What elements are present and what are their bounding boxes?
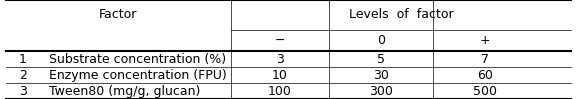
Text: Tween80 (mg/g, glucan): Tween80 (mg/g, glucan)	[49, 85, 200, 98]
Text: Factor: Factor	[99, 8, 137, 21]
Text: 60: 60	[477, 69, 493, 82]
Text: 5: 5	[377, 53, 385, 66]
Text: Levels  of  factor: Levels of factor	[349, 8, 454, 21]
Text: −: −	[275, 34, 285, 47]
Text: 100: 100	[268, 85, 292, 98]
Text: 0: 0	[377, 34, 385, 47]
Text: 10: 10	[272, 69, 288, 82]
Text: 500: 500	[473, 85, 497, 98]
Text: Substrate concentration (%): Substrate concentration (%)	[49, 53, 226, 66]
Text: 30: 30	[373, 69, 389, 82]
Text: 2: 2	[19, 69, 27, 82]
Text: 1: 1	[19, 53, 27, 66]
Text: 3: 3	[19, 85, 27, 98]
Text: +: +	[479, 34, 490, 47]
Text: Enzyme concentration (FPU): Enzyme concentration (FPU)	[49, 69, 227, 82]
Text: 7: 7	[481, 53, 489, 66]
Text: 3: 3	[276, 53, 284, 66]
Text: 300: 300	[369, 85, 393, 98]
